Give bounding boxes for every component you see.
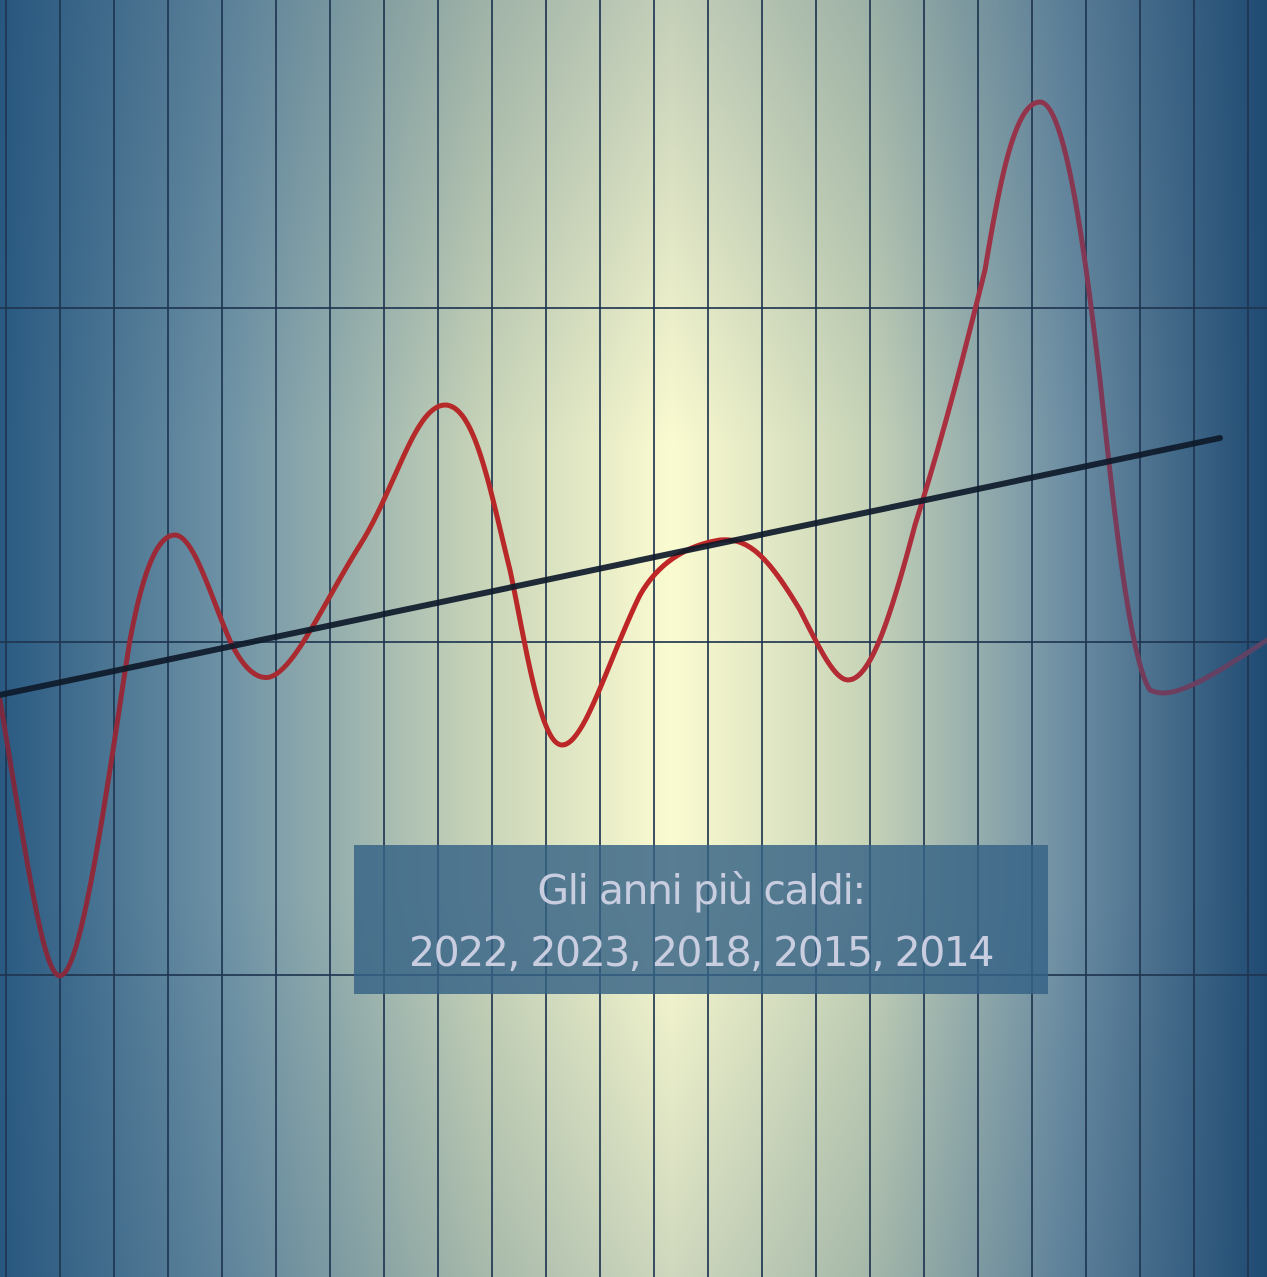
- caption-box: Gli anni più caldi: 2022, 2023, 2018, 20…: [354, 845, 1048, 994]
- caption-title: Gli anni più caldi:: [537, 865, 866, 914]
- trend-line: [0, 435, 1223, 698]
- temperature-wave-line: [0, 99, 1267, 979]
- caption-years: 2022, 2023, 2018, 2015, 2014: [409, 927, 994, 976]
